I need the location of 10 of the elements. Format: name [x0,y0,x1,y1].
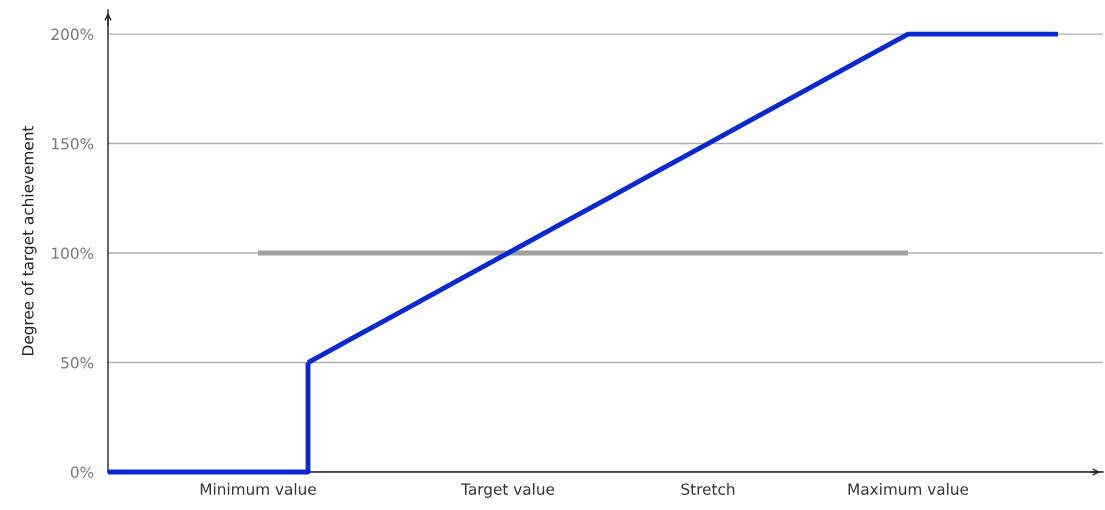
y-tick-label: 150% [52,138,94,150]
x-tick-label: Target value [461,483,555,498]
y-axis-title: Degree of target achievement [21,125,37,355]
y-tick-label: 50% [61,356,94,369]
x-tick-label: Minimum value [200,483,316,495]
y-tick-label: 100% [52,247,94,260]
y-tick-label: 0% [70,466,94,479]
x-tick-label: Stretch [681,483,735,495]
y-tick-label: 200% [51,28,94,41]
x-tick-label: Maximum value [848,483,969,495]
